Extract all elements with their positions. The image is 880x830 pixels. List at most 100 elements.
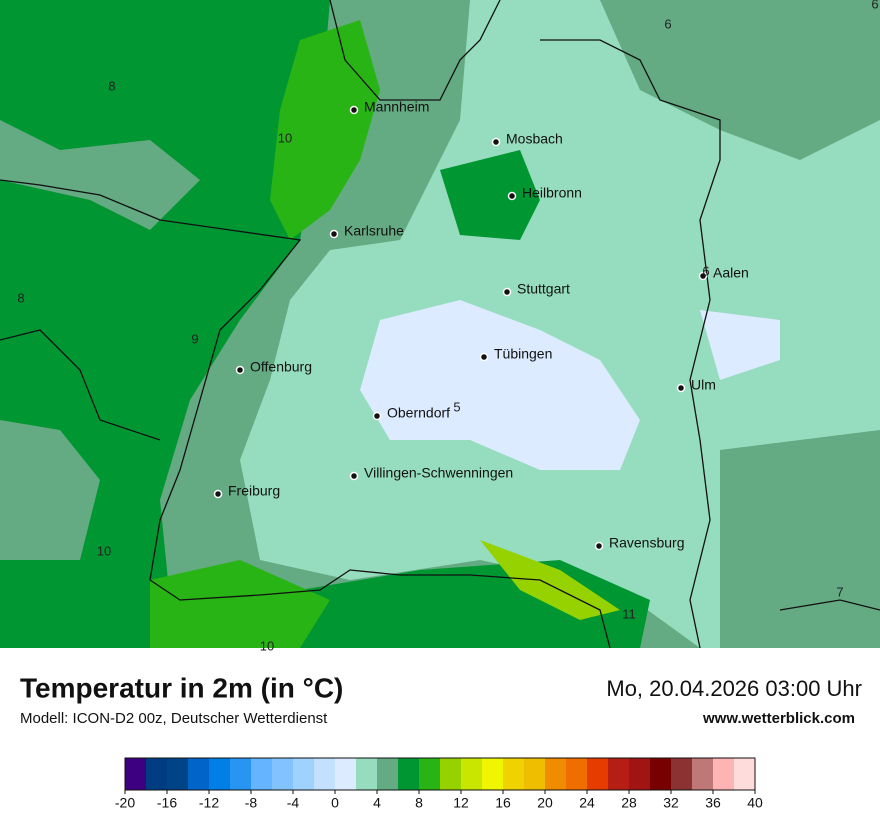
map-region [150, 560, 330, 648]
city-label: Heilbronn [522, 185, 582, 201]
map-region [440, 150, 540, 240]
colorbar-tick-label: -4 [287, 795, 300, 811]
colorbar-segment [251, 758, 273, 790]
colorbar: -20 -16 -12 -8 -4 0 4 8 12 16 20 24 28 32 36 40 [115, 757, 763, 811]
colorbar-segment [671, 758, 693, 790]
map-region [720, 430, 880, 648]
contour-label: 6 [702, 263, 709, 278]
colorbar-segment [398, 758, 420, 790]
city-dot [507, 191, 517, 201]
contour-label: 5 [453, 399, 460, 414]
city-label: Karlsruhe [344, 223, 404, 239]
colorbar-segment [545, 758, 567, 790]
colorbar-tick-label: 28 [621, 795, 637, 811]
city-label: Villingen-Schwenningen [364, 465, 513, 481]
colorbar-segment [629, 758, 651, 790]
subtitle: Modell: ICON-D2 00z, Deutscher Wetterdie… [20, 710, 328, 727]
colorbar-segment [482, 758, 504, 790]
colorbar-tick-label: 16 [495, 795, 511, 811]
map-region [480, 540, 620, 620]
colorbar-tick-label: 40 [747, 795, 763, 811]
colorbar-segment [524, 758, 546, 790]
colorbar-segment [167, 758, 189, 790]
city-dot [329, 229, 339, 239]
colorbar-segment [188, 758, 210, 790]
city-dot [594, 541, 604, 551]
city-dot [235, 365, 245, 375]
city-dot [479, 352, 489, 362]
colorbar-tick-label: 4 [373, 795, 381, 811]
map-region [0, 120, 200, 230]
colorbar-segment [125, 758, 147, 790]
map-region [270, 20, 380, 240]
colorbar-segment [272, 758, 294, 790]
map-region [600, 0, 880, 160]
city-dot [349, 105, 359, 115]
colorbar-tick-label: 12 [453, 795, 469, 811]
border [540, 39, 721, 649]
date: Mo, 20.04.2026 03:00 Uhr [606, 676, 862, 701]
city-dot [698, 271, 708, 281]
city-label: Ulm [691, 377, 716, 393]
map-region [360, 300, 640, 470]
city-label: Tübingen [494, 346, 552, 362]
contour-label: 8 [17, 290, 24, 305]
borders [0, 0, 880, 649]
city-dot [502, 287, 512, 297]
colorbar-tick-label: 36 [705, 795, 721, 811]
cities: Mannheim Mosbach Heilbronn Karlsruhe Aalen St… [213, 99, 749, 551]
colorbar-segment [230, 758, 252, 790]
colorbar-segment [608, 758, 630, 790]
contour-label: 9 [191, 331, 198, 346]
city-dot [349, 471, 359, 481]
map-region [700, 310, 780, 380]
colorbar-segment [566, 758, 588, 790]
colorbar-segment [440, 758, 462, 790]
city-dot [213, 489, 223, 499]
city-dot [491, 137, 501, 147]
website: www.wetterblick.com [702, 710, 855, 727]
colorbar-segment [146, 758, 168, 790]
city-label: Ravensburg [609, 535, 685, 551]
colorbar-segment [713, 758, 735, 790]
colorbar-segment [734, 758, 756, 790]
map: Mannheim Mosbach Heilbronn Karlsruhe Aalen St… [0, 0, 880, 653]
colorbar-segment [209, 758, 231, 790]
colorbar-segment [377, 758, 399, 790]
contour-label: 6 [664, 16, 671, 31]
colorbar-segment [314, 758, 336, 790]
border [779, 599, 880, 611]
contour-label: 10 [278, 130, 292, 145]
map-region [0, 420, 100, 560]
colorbar-tick-label: 0 [331, 795, 339, 811]
city-label: Freiburg [228, 483, 280, 499]
colorbar-tick-label: 8 [415, 795, 423, 811]
city-label: Aalen [713, 265, 749, 281]
contour-label: 10 [260, 638, 274, 653]
city-label: Offenburg [250, 359, 312, 375]
contour-label: 11 [622, 606, 636, 621]
colorbar-segment [503, 758, 525, 790]
border [329, 0, 501, 101]
border [0, 329, 161, 441]
colorbar-segment [356, 758, 378, 790]
colorbar-tick-label: -12 [199, 795, 219, 811]
colorbar-segment [419, 758, 441, 790]
contour-label: 10 [97, 543, 111, 558]
colorbar-tick-label: -20 [115, 795, 135, 811]
colorbar-tick-label: 24 [579, 795, 595, 811]
city-dot [372, 411, 382, 421]
contour-label: 6 [871, 0, 878, 11]
colorbar-segment [461, 758, 483, 790]
border [0, 179, 611, 649]
contour-label: 8 [108, 78, 115, 93]
city-label: Mannheim [364, 99, 429, 115]
contour-label: 7 [836, 584, 843, 599]
colorbar-segment [335, 758, 357, 790]
colorbar-segment [587, 758, 609, 790]
title: Temperatur in 2m (in °C) [20, 672, 343, 703]
contour-labels: 6 6 8 10 8 9 5 6 10 7 11 10 [17, 0, 878, 653]
colorbar-segment [650, 758, 672, 790]
colorbar-frame [124, 757, 756, 791]
